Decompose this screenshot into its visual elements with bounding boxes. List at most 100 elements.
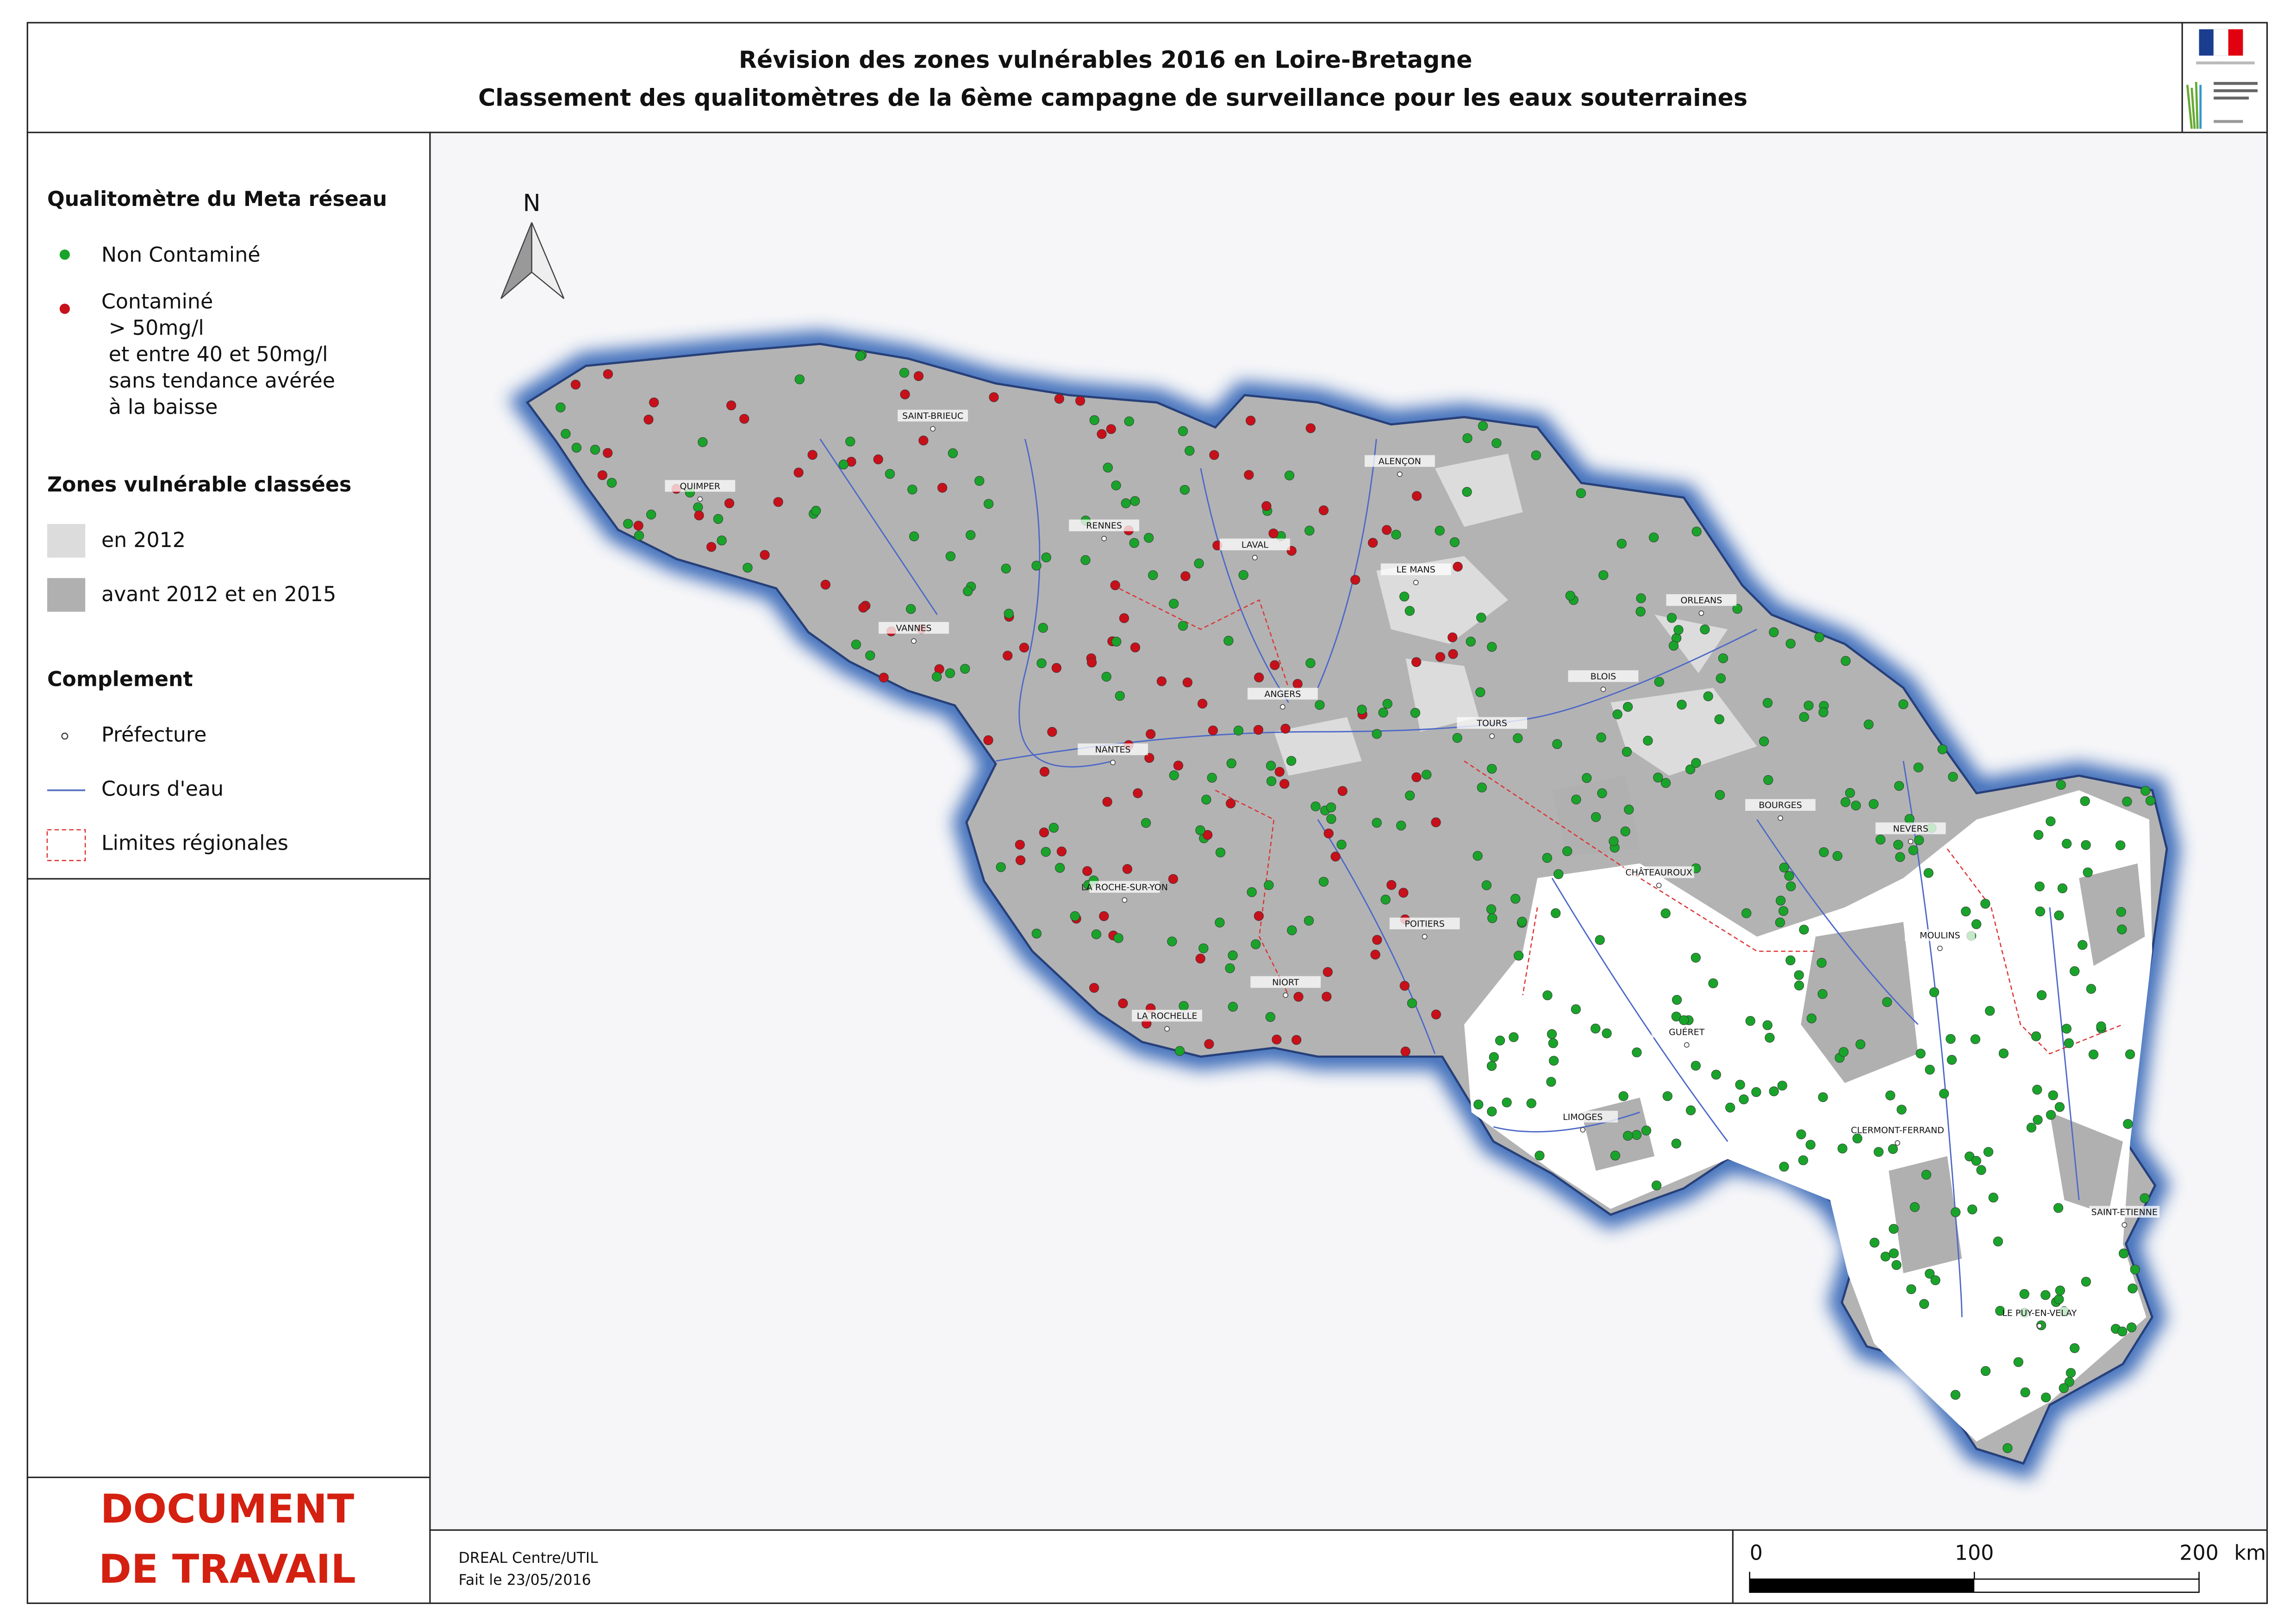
legend-label: > 50mg/l bbox=[109, 317, 204, 340]
qualitometer-clean bbox=[1378, 708, 1388, 718]
qualitometer-contaminated bbox=[1168, 874, 1178, 884]
legend-heading: Qualitomètre du Meta réseau bbox=[47, 187, 387, 211]
qualitometer-contaminated bbox=[983, 735, 993, 746]
qualitometer-clean bbox=[1478, 421, 1488, 431]
qualitometer-clean bbox=[561, 429, 571, 439]
qualitometer-clean bbox=[1632, 1047, 1642, 1057]
qualitometer-contaminated bbox=[1051, 663, 1061, 673]
qualitometer-clean bbox=[1405, 790, 1415, 801]
qualitometer-clean bbox=[2057, 883, 2068, 894]
qualitometer-contaminated bbox=[1280, 723, 1291, 734]
qualitometer-clean bbox=[2034, 830, 2044, 840]
qualitometer-clean bbox=[1487, 913, 1497, 923]
qualitometer-clean bbox=[1891, 1260, 1902, 1270]
qualitometer-clean bbox=[1041, 847, 1051, 857]
qualitometer-contaminated bbox=[1411, 772, 1422, 783]
qualitometer-clean bbox=[1610, 1150, 1621, 1161]
qualitometer-clean bbox=[1803, 700, 1814, 711]
map-content: SAINT-BRIEUC QUIMPER RENNES LAVAL ALENÇON LE … bbox=[508, 330, 2180, 1480]
qualitometer-clean bbox=[1228, 950, 1238, 960]
qualitometer-clean bbox=[742, 563, 753, 573]
qualitometer-clean bbox=[1169, 770, 1179, 780]
qualitometer-clean bbox=[1725, 1102, 1735, 1113]
qualitometer-contaminated bbox=[1372, 935, 1382, 945]
qualitometer-clean bbox=[1875, 834, 1886, 845]
city-label: LE PUY-EN-VELAY bbox=[2002, 1308, 2077, 1318]
qualitometer-clean bbox=[1475, 687, 1485, 697]
qualitometer-contaminated bbox=[724, 498, 735, 509]
qualitometer-clean bbox=[1765, 1032, 1775, 1043]
prefecture bbox=[1895, 1140, 1900, 1146]
qualitometer-contaminated bbox=[937, 483, 948, 493]
stamp: DE TRAVAIL bbox=[99, 1547, 356, 1592]
qualitometer-clean bbox=[1666, 613, 1677, 623]
qualitometer-clean bbox=[2128, 1283, 2138, 1293]
legend-label: à la baisse bbox=[109, 395, 218, 419]
qualitometer-clean bbox=[1851, 800, 1861, 811]
qualitometer-clean bbox=[1031, 928, 1042, 939]
qualitometer-clean bbox=[1502, 1097, 1512, 1107]
qualitometer-clean bbox=[932, 672, 942, 682]
prefecture bbox=[1698, 610, 1704, 616]
qualitometer-clean bbox=[1988, 1193, 1998, 1203]
qualitometer-clean bbox=[1473, 1100, 1484, 1110]
qualitometer-clean bbox=[1514, 951, 1524, 961]
prefecture bbox=[1283, 992, 1289, 998]
qualitometer-clean bbox=[1452, 733, 1462, 743]
city-label: LIMOGES bbox=[1563, 1112, 1603, 1122]
qualitometer-clean bbox=[1677, 700, 1687, 710]
legend: Qualitomètre du Meta réseau Non Contamin… bbox=[46, 187, 387, 861]
qualitometer-clean bbox=[1711, 1070, 1721, 1080]
qualitometer-clean bbox=[1582, 773, 1592, 783]
qualitometer-contaminated bbox=[773, 497, 783, 507]
qualitometer-clean bbox=[1799, 925, 1809, 935]
zone-classified bbox=[1801, 922, 1918, 1083]
qualitometer-clean bbox=[1089, 415, 1099, 425]
qualitometer-clean bbox=[1080, 555, 1091, 565]
qualitometer-clean bbox=[1591, 1023, 1601, 1034]
qualitometer-clean bbox=[1745, 1016, 1755, 1026]
qualitometer-clean bbox=[996, 862, 1006, 872]
qualitometer-clean bbox=[1930, 1275, 1940, 1285]
zone-classified bbox=[2079, 863, 2145, 966]
prefecture bbox=[1110, 759, 1116, 765]
qualitometer-clean bbox=[2119, 1248, 2129, 1259]
qualitometer-clean bbox=[966, 530, 976, 540]
qualitometer-contaminated bbox=[900, 389, 910, 399]
qualitometer-clean bbox=[1806, 1014, 1817, 1024]
qualitometer-contaminated bbox=[1323, 828, 1334, 839]
qualitometer-contaminated bbox=[1180, 571, 1191, 581]
qualitometer-clean bbox=[906, 604, 916, 614]
qualitometer-clean bbox=[1284, 470, 1295, 481]
qualitometer-contaminated bbox=[1272, 1034, 1282, 1045]
qualitometer-clean bbox=[1247, 887, 1257, 897]
qualitometer-clean bbox=[1898, 699, 1909, 709]
qualitometer-clean bbox=[1796, 1129, 1806, 1139]
qualitometer-clean bbox=[2123, 1119, 2133, 1129]
prefecture bbox=[1600, 686, 1606, 692]
qualitometer-clean bbox=[1535, 1150, 1545, 1161]
legend-label: Limites régionales bbox=[101, 832, 288, 855]
qualitometer-clean bbox=[1685, 1105, 1696, 1115]
qualitometer-clean bbox=[2035, 906, 2046, 917]
qualitometer-clean bbox=[838, 460, 849, 470]
prefecture bbox=[1778, 815, 1783, 821]
qualitometer-contaminated bbox=[1097, 429, 1107, 439]
qualitometer-clean bbox=[1597, 788, 1607, 798]
qualitometer-clean bbox=[1708, 978, 1718, 989]
qualitometer-clean bbox=[2125, 1049, 2135, 1059]
city-label-box bbox=[1365, 455, 1435, 467]
qualitometer-contaminated bbox=[649, 398, 659, 408]
qualitometer-contaminated bbox=[633, 521, 643, 531]
qualitometer-clean bbox=[909, 531, 919, 541]
unclassified-zone bbox=[1464, 790, 2152, 1442]
city-label: POITIERS bbox=[1404, 919, 1444, 929]
qualitometer-contaminated bbox=[1119, 613, 1129, 623]
qualitometer-contaminated bbox=[1089, 983, 1099, 993]
city-label: BLOIS bbox=[1591, 672, 1616, 682]
qualitometer-clean bbox=[811, 506, 821, 516]
qualitometer-clean bbox=[1998, 1048, 2009, 1058]
qualitometer-contaminated bbox=[1293, 992, 1304, 1002]
qualitometer-clean bbox=[1718, 653, 1728, 663]
city-label: VANNES bbox=[896, 623, 931, 634]
